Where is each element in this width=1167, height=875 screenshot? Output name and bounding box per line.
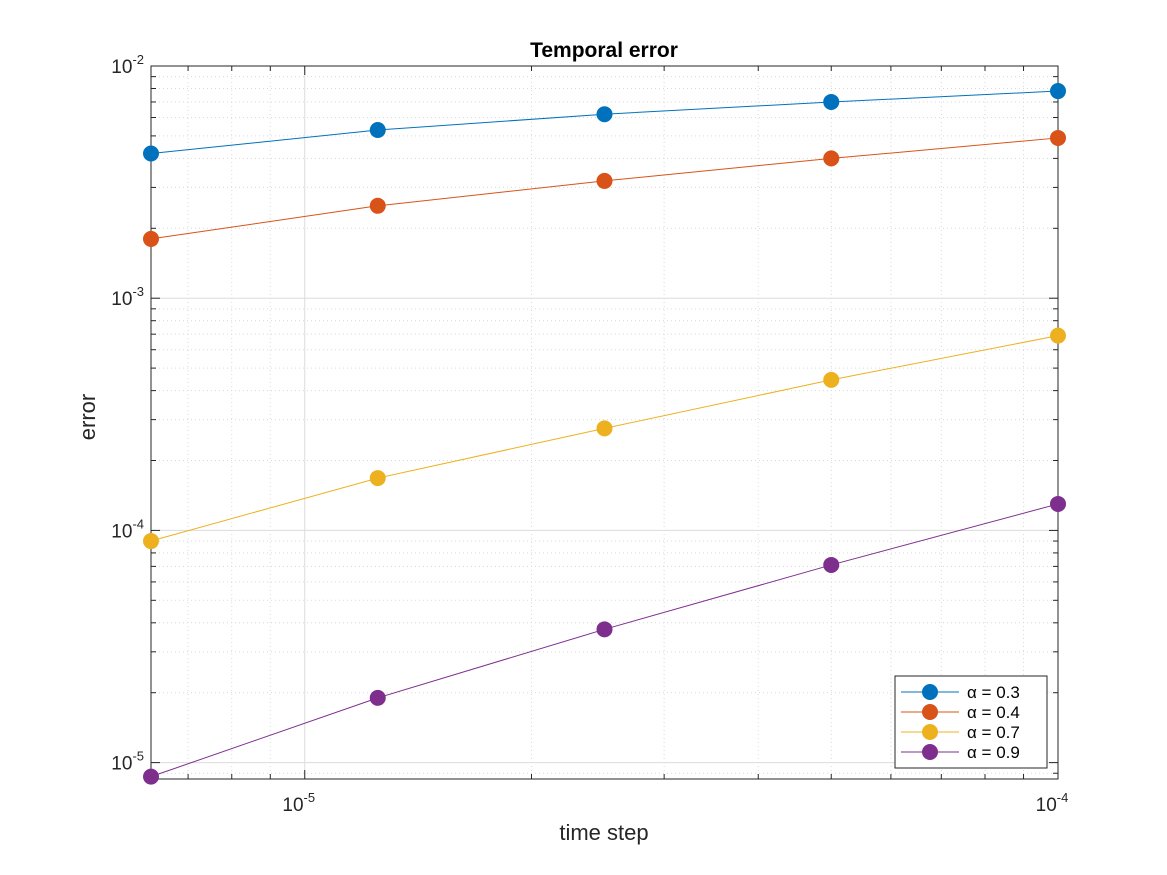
series-1 <box>143 83 1066 162</box>
x-tick-label-base: 10 <box>282 795 303 816</box>
y-tick-label: 10-4 <box>111 516 144 542</box>
data-point <box>1050 83 1066 100</box>
data-point <box>823 371 840 388</box>
legend-box <box>894 675 1048 769</box>
major-grid <box>151 66 1058 779</box>
data-point <box>596 106 613 123</box>
data-point <box>596 172 613 189</box>
data-point <box>369 122 386 139</box>
y-axis-label: error <box>75 394 100 440</box>
data-point <box>1050 129 1066 146</box>
y-tick-label-base: 10 <box>111 289 132 310</box>
minor-grid <box>151 66 1058 779</box>
x-tick-label: 10-5 <box>282 790 315 816</box>
data-point <box>143 230 159 247</box>
data-point <box>596 420 613 437</box>
legend-item[interactable]: α = 0.3 <box>901 683 1020 702</box>
legend-item[interactable]: α = 0.7 <box>901 723 1020 742</box>
data-point <box>596 621 613 638</box>
y-tick-label: 10-2 <box>111 52 144 78</box>
y-tick-label-exponent: -2 <box>132 52 144 67</box>
series-4 <box>143 495 1066 785</box>
legend-marker <box>922 704 938 720</box>
data-point <box>823 556 840 573</box>
x-tick-label-exponent: -4 <box>1057 790 1069 805</box>
y-tick-label-exponent: -4 <box>132 516 144 531</box>
legend-item[interactable]: α = 0.4 <box>901 703 1020 722</box>
x-axis-label: time step <box>559 820 648 845</box>
series-layer <box>143 83 1066 785</box>
legend-marker <box>922 744 938 760</box>
chart-title: Temporal error <box>530 39 678 62</box>
x-tick-label-base: 10 <box>1036 795 1057 816</box>
y-tick-label-base: 10 <box>111 754 132 775</box>
x-tick-label-exponent: -5 <box>304 790 316 805</box>
y-tick-label: 10-5 <box>111 749 144 775</box>
x-tick-label: 10-4 <box>1036 790 1069 816</box>
data-point <box>823 93 840 110</box>
data-point <box>369 470 386 487</box>
data-point <box>143 768 159 785</box>
legend-label: α = 0.9 <box>967 743 1020 762</box>
data-point <box>143 533 159 550</box>
legend-label: α = 0.7 <box>967 723 1020 742</box>
legend-marker <box>922 684 938 700</box>
data-point <box>823 150 840 167</box>
legend-item[interactable]: α = 0.9 <box>901 743 1020 762</box>
data-point <box>369 689 386 706</box>
legend-label: α = 0.3 <box>967 683 1020 702</box>
data-point <box>1050 327 1066 344</box>
data-point <box>143 145 159 162</box>
y-tick-label-base: 10 <box>111 57 132 78</box>
legend[interactable]: α = 0.3α = 0.4α = 0.7α = 0.9 <box>894 675 1048 769</box>
y-tick-label-exponent: -3 <box>132 284 144 299</box>
data-point <box>369 197 386 214</box>
y-tick-labels: 10-510-410-310-2 <box>111 52 144 775</box>
series-3 <box>143 327 1066 550</box>
series-2 <box>143 129 1066 247</box>
y-tick-label: 10-3 <box>111 284 144 310</box>
data-point <box>1050 495 1066 512</box>
legend-marker <box>922 724 938 740</box>
axes-box <box>150 65 1059 780</box>
y-tick-label-exponent: -5 <box>132 749 144 764</box>
y-tick-label-base: 10 <box>111 521 132 542</box>
legend-label: α = 0.4 <box>967 703 1020 722</box>
x-tick-labels: 10-5 10-4 <box>282 790 1068 816</box>
